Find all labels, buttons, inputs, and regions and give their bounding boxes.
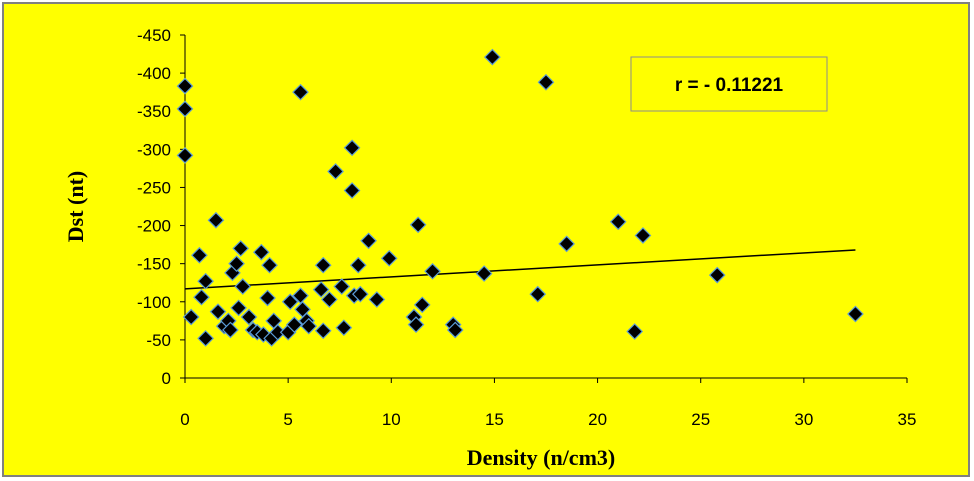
data-point <box>609 213 627 231</box>
data-point <box>259 289 276 307</box>
data-point <box>312 281 330 298</box>
data-point <box>351 285 369 303</box>
data-point <box>484 48 501 66</box>
data-point <box>209 303 227 321</box>
data-point <box>207 211 225 229</box>
annotation-text: r = - 0.11221 <box>675 75 784 96</box>
y-tick-label: -50 <box>146 331 171 350</box>
x-tick-label: 5 <box>283 410 292 429</box>
y-tick-label: -350 <box>137 102 171 121</box>
data-point <box>193 288 210 306</box>
data-point <box>234 278 252 295</box>
x-axis: 0 5 10 15 20 25 30 35 <box>180 377 917 429</box>
data-point <box>228 255 245 273</box>
data-point <box>281 293 299 311</box>
correlation-annotation: r = - 0.11221 <box>630 56 828 112</box>
y-axis: 0 -50 -100 -150 -200 -250 -300 -350 -400 -450 <box>137 26 186 388</box>
data-point <box>360 232 377 250</box>
y-tick-label: -150 <box>137 255 171 274</box>
data-point <box>409 216 427 234</box>
data-point <box>292 83 309 101</box>
data-point <box>252 243 270 261</box>
data-point <box>176 100 194 118</box>
annotation-box <box>630 56 828 112</box>
data-point <box>327 163 344 180</box>
data-point <box>230 299 247 317</box>
data-point <box>407 316 425 333</box>
data-point <box>314 322 332 340</box>
data-point <box>240 308 258 326</box>
data-point <box>176 147 194 164</box>
data-point <box>232 240 250 257</box>
data-point <box>634 227 652 244</box>
data-points <box>176 48 864 347</box>
x-tick-label: 15 <box>485 410 504 429</box>
x-tick-label: 30 <box>794 410 813 429</box>
data-point <box>222 321 239 339</box>
data-point <box>529 285 547 303</box>
data-point <box>182 308 200 326</box>
x-tick-label: 0 <box>180 410 189 429</box>
trendline <box>184 249 856 290</box>
data-point <box>314 256 332 274</box>
y-tick-label: -300 <box>137 140 171 159</box>
data-point <box>300 317 318 335</box>
data-point <box>197 330 214 347</box>
data-point <box>558 235 575 253</box>
y-tick-label: 0 <box>162 369 171 388</box>
data-point <box>626 323 644 340</box>
data-point <box>349 256 367 274</box>
y-tick-label: -450 <box>137 26 171 45</box>
data-point <box>708 266 726 284</box>
x-axis-title: Density (n/cm3) <box>467 445 615 470</box>
y-axis-title: Dst (nt) <box>63 171 88 243</box>
y-tick-label: -250 <box>137 178 171 197</box>
data-point <box>446 321 464 339</box>
data-point <box>847 305 864 323</box>
data-point <box>475 265 493 282</box>
data-point <box>424 262 441 280</box>
x-tick-label: 10 <box>382 410 401 429</box>
data-point <box>261 256 278 274</box>
data-point <box>285 316 303 333</box>
data-point <box>176 77 194 95</box>
y-tick-label: -200 <box>137 217 171 236</box>
y-tick-label: -400 <box>137 64 171 83</box>
x-tick-label: 20 <box>588 410 607 429</box>
data-point <box>537 73 555 91</box>
data-point <box>191 246 208 264</box>
data-point <box>321 291 338 308</box>
data-point <box>343 182 361 199</box>
data-point <box>333 278 351 295</box>
data-point <box>413 296 431 314</box>
y-tick-label: -100 <box>137 293 171 312</box>
x-tick-label: 35 <box>898 410 917 429</box>
data-point <box>335 319 353 337</box>
data-point <box>197 272 214 290</box>
x-tick-label: 25 <box>691 410 710 429</box>
data-point <box>368 291 386 308</box>
data-point <box>343 139 361 157</box>
data-point <box>380 249 398 267</box>
